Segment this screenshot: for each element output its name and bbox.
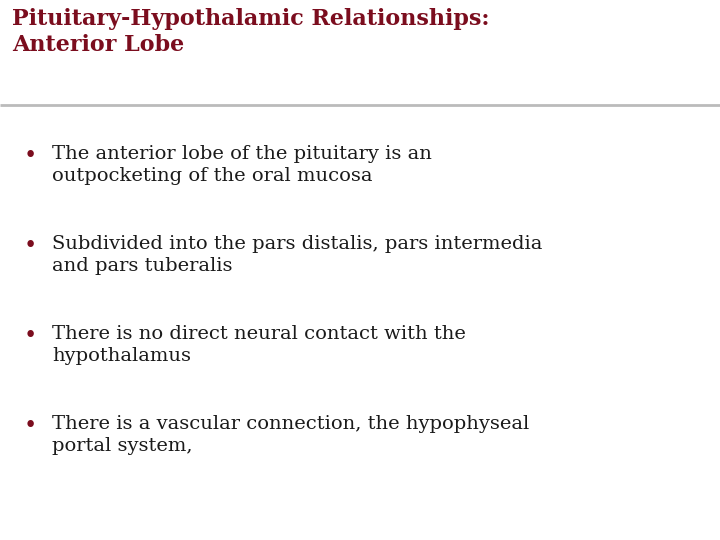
Text: There is no direct neural contact with the
hypothalamus: There is no direct neural contact with t… [52,325,466,365]
Text: •: • [23,145,37,167]
Text: The anterior lobe of the pituitary is an
outpocketing of the oral mucosa: The anterior lobe of the pituitary is an… [52,145,432,185]
Text: Pituitary-Hypothalamic Relationships:
Anterior Lobe: Pituitary-Hypothalamic Relationships: An… [12,8,490,56]
Text: Subdivided into the pars distalis, pars intermedia
and pars tuberalis: Subdivided into the pars distalis, pars … [52,235,542,275]
Text: •: • [23,325,37,347]
Text: •: • [23,235,37,257]
Text: There is a vascular connection, the hypophyseal
portal system,: There is a vascular connection, the hypo… [52,415,529,455]
Text: •: • [23,415,37,437]
